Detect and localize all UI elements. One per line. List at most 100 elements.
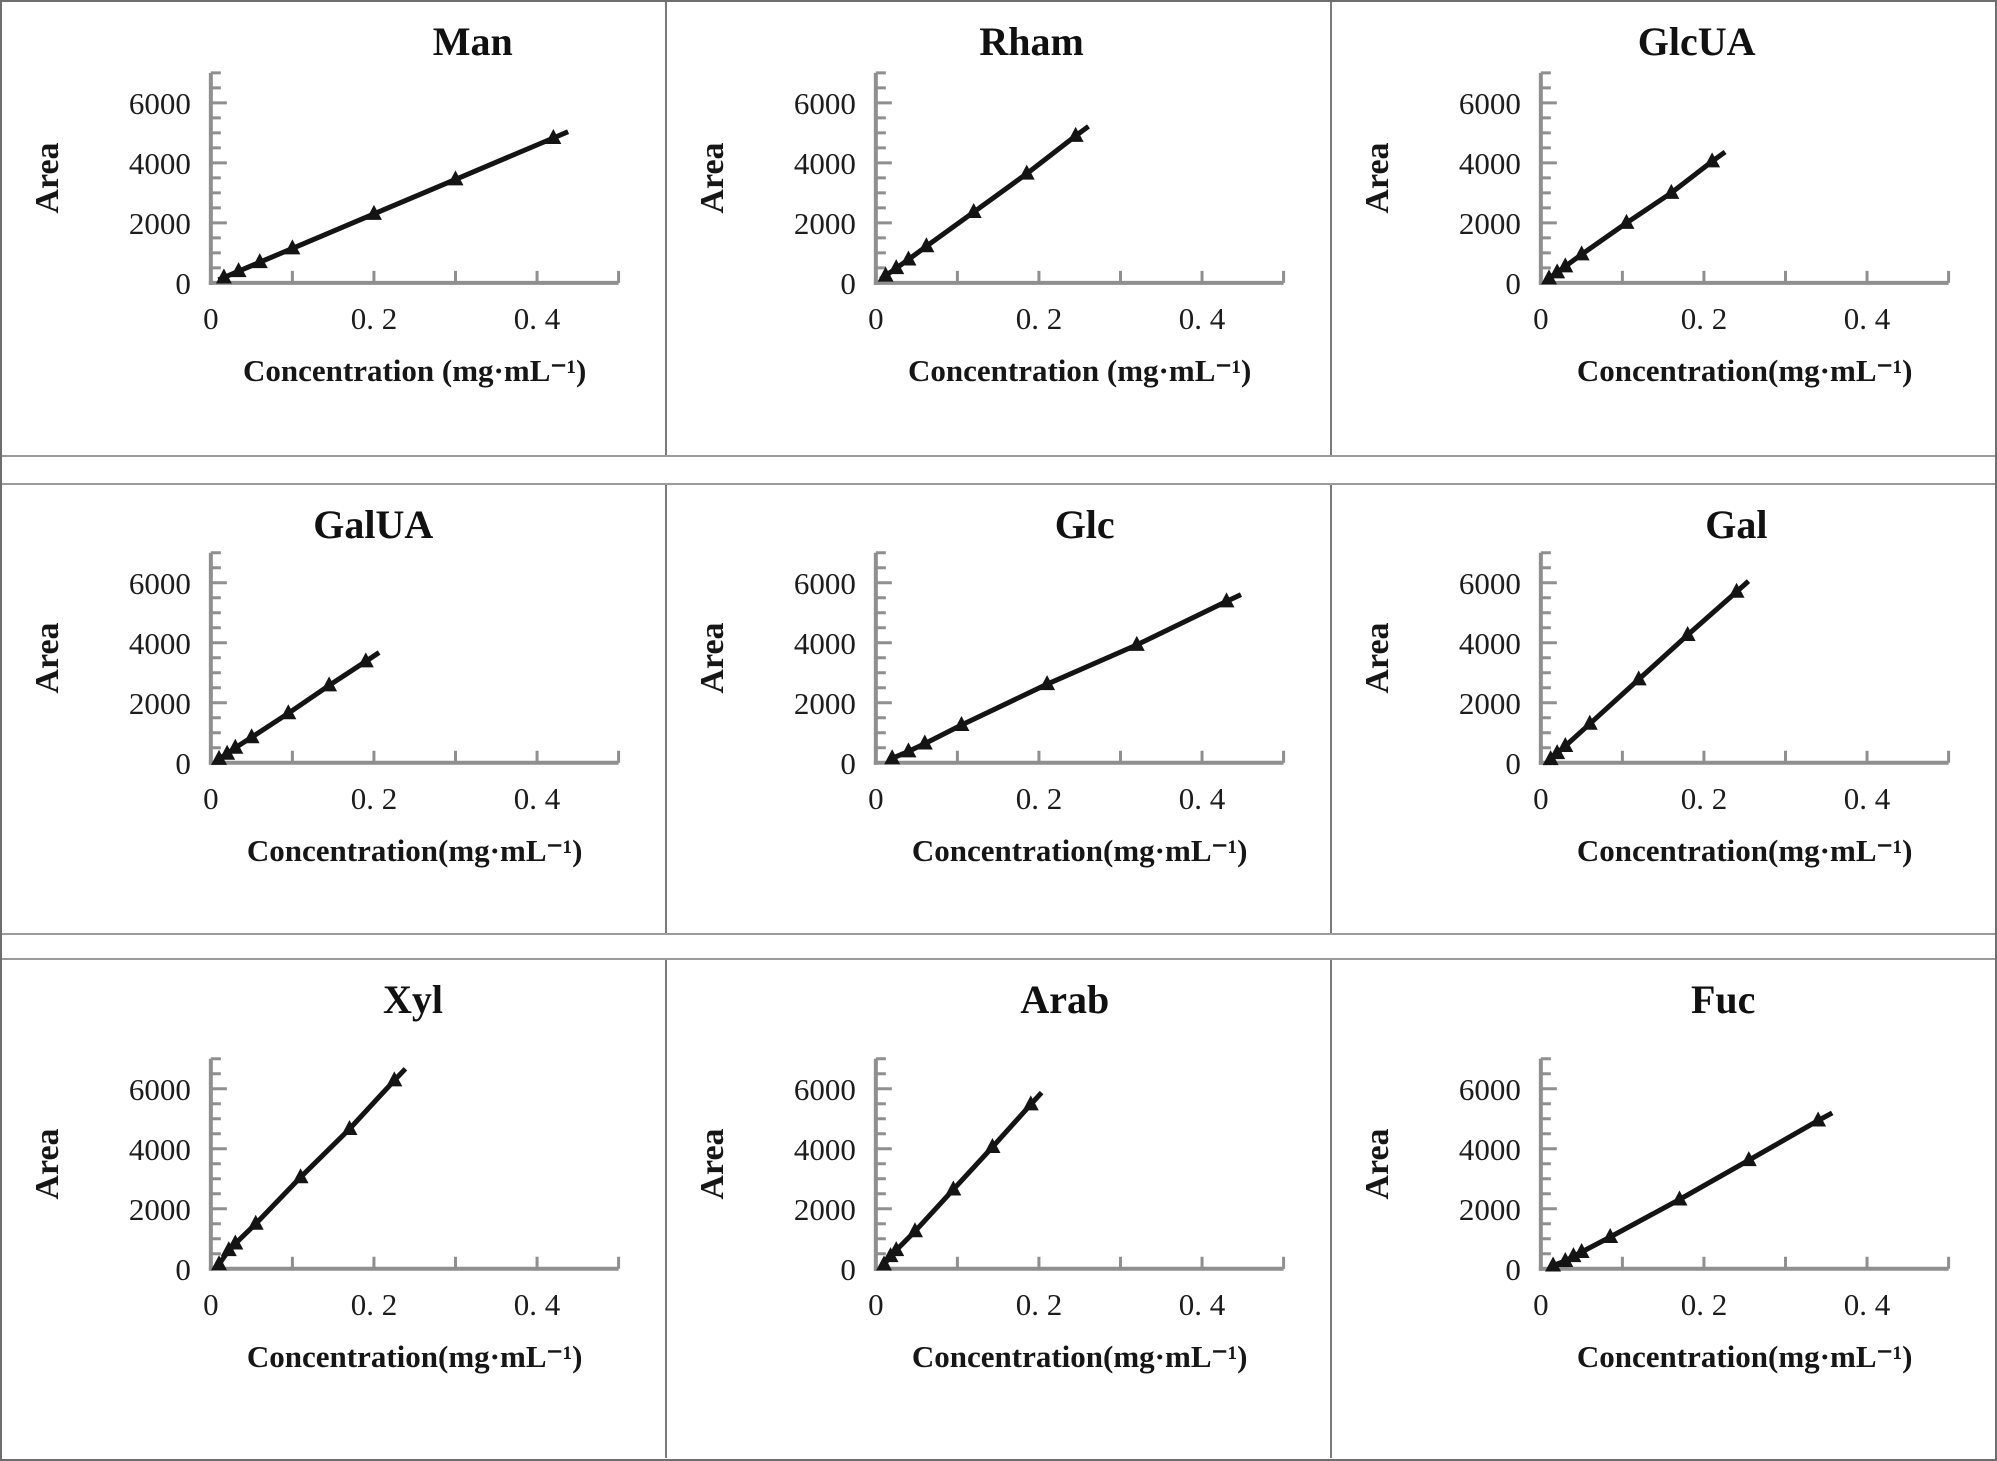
svg-text:4000: 4000	[129, 146, 191, 181]
svg-text:2000: 2000	[1459, 1192, 1521, 1227]
chart-cell-arab: 0 0. 2 0. 4 0 2000 4000 6000 Arab Area Concent…	[665, 960, 1330, 1458]
chart-cell-gal: 0 0. 2 0. 4 0 2000 4000 6000 Gal Area Concentr…	[1330, 485, 1995, 933]
chart-title: GalUA	[313, 502, 434, 547]
figure-row-2: 0 0. 2 0. 4 0 2000 4000 6000 GalUA Area Concen…	[2, 483, 1995, 935]
y-axis-label: Area	[1358, 622, 1396, 694]
svg-text:2000: 2000	[794, 1192, 856, 1227]
chart-cell-man: 0 0. 2 0. 4 0 2000 4000 6000 Man Area Concentr…	[2, 2, 665, 455]
chart-title: GlcUA	[1637, 19, 1756, 64]
svg-text:0. 2: 0. 2	[1016, 781, 1063, 816]
svg-text:0. 4: 0. 4	[1179, 781, 1226, 816]
svg-text:6000: 6000	[1459, 86, 1521, 121]
svg-text:0. 2: 0. 2	[1681, 781, 1728, 816]
svg-text:6000: 6000	[794, 1072, 856, 1107]
chart-canvas: 0 0. 2 0. 4 0 2000 4000 6000	[794, 71, 1286, 336]
chart-title: Fuc	[1690, 977, 1756, 1022]
chart-canvas: 0 0. 2 0. 4 0 2000 4000 6000	[129, 1057, 621, 1322]
figure-row-1: 0 0. 2 0. 4 0 2000 4000 6000 Man Area Concentr…	[2, 2, 1995, 457]
chart-title: Arab	[1020, 977, 1110, 1022]
chart-canvas: 0 0. 2 0. 4 0 2000 4000 6000	[129, 551, 621, 816]
svg-text:6000: 6000	[129, 1072, 191, 1107]
svg-text:0: 0	[203, 781, 219, 816]
svg-text:0: 0	[1505, 266, 1521, 301]
svg-text:0. 4: 0. 4	[514, 781, 561, 816]
svg-text:2000: 2000	[1459, 206, 1521, 241]
svg-text:0. 4: 0. 4	[514, 1287, 561, 1322]
svg-text:6000: 6000	[1459, 1072, 1521, 1107]
svg-text:0. 4: 0. 4	[1179, 301, 1226, 336]
svg-text:0. 4: 0. 4	[1844, 1287, 1891, 1322]
svg-text:2000: 2000	[129, 686, 191, 721]
svg-text:0. 4: 0. 4	[1844, 301, 1891, 336]
svg-text:2000: 2000	[129, 206, 191, 241]
chart-cell-glc: 0 0. 2 0. 4 0 2000 4000 6000 Glc Area Concentr…	[665, 485, 1330, 933]
svg-text:4000: 4000	[129, 1132, 191, 1167]
svg-text:0. 2: 0. 2	[351, 781, 398, 816]
x-axis-label: Concentration(mg·mL⁻¹)	[1576, 1338, 1913, 1374]
y-axis-label: Area	[1358, 142, 1396, 214]
svg-text:0: 0	[840, 1252, 856, 1287]
svg-text:0: 0	[203, 301, 219, 336]
figure-row-3: 0 0. 2 0. 4 0 2000 4000 6000 Xyl Area Concentr…	[2, 958, 1995, 1458]
svg-text:4000: 4000	[1459, 626, 1521, 661]
svg-text:0. 4: 0. 4	[1179, 1287, 1226, 1322]
y-axis-label: Area	[693, 1128, 731, 1200]
svg-text:4000: 4000	[794, 1132, 856, 1167]
svg-text:0: 0	[1533, 301, 1549, 336]
svg-text:0. 2: 0. 2	[351, 1287, 398, 1322]
y-axis-label: Area	[28, 622, 66, 694]
svg-text:0: 0	[1505, 746, 1521, 781]
chart-canvas: 0 0. 2 0. 4 0 2000 4000 6000	[1459, 71, 1951, 336]
svg-text:0. 2: 0. 2	[1016, 301, 1063, 336]
x-axis-label: Concentration (mg·mL⁻¹)	[908, 352, 1252, 388]
svg-text:4000: 4000	[794, 146, 856, 181]
svg-text:0. 2: 0. 2	[1016, 1287, 1063, 1322]
svg-text:0. 2: 0. 2	[1681, 1287, 1728, 1322]
chart-canvas: 0 0. 2 0. 4 0 2000 4000 6000	[129, 71, 621, 336]
chart-cell-xyl: 0 0. 2 0. 4 0 2000 4000 6000 Xyl Area Concentr…	[2, 960, 665, 1458]
chart-title: Xyl	[383, 977, 444, 1022]
chart-cell-glcua: 0 0. 2 0. 4 0 2000 4000 6000 GlcUA Area Concen…	[1330, 2, 1995, 455]
svg-text:0: 0	[868, 781, 884, 816]
x-axis-label: Concentration(mg·mL⁻¹)	[1576, 352, 1913, 388]
y-axis-label: Area	[693, 622, 731, 694]
svg-text:0: 0	[1533, 1287, 1549, 1322]
svg-text:2000: 2000	[794, 206, 856, 241]
svg-text:0. 4: 0. 4	[514, 301, 561, 336]
chart-title: Glc	[1054, 502, 1115, 547]
chart-canvas: 0 0. 2 0. 4 0 2000 4000 6000	[1459, 551, 1951, 816]
x-axis-label: Concentration(mg·mL⁻¹)	[246, 832, 583, 868]
svg-text:0: 0	[175, 746, 191, 781]
chart-canvas: 0 0. 2 0. 4 0 2000 4000 6000	[1459, 1057, 1951, 1322]
chart-cell-fuc: 0 0. 2 0. 4 0 2000 4000 6000 Fuc Area Concentr…	[1330, 960, 1995, 1458]
svg-text:0: 0	[840, 746, 856, 781]
svg-text:4000: 4000	[794, 626, 856, 661]
svg-text:0: 0	[203, 1287, 219, 1322]
chart-canvas: 0 0. 2 0. 4 0 2000 4000 6000	[794, 1057, 1286, 1322]
svg-text:2000: 2000	[129, 1192, 191, 1227]
x-axis-label: Concentration(mg·mL⁻¹)	[246, 1338, 583, 1374]
svg-text:0: 0	[1533, 781, 1549, 816]
svg-text:0: 0	[868, 1287, 884, 1322]
x-axis-label: Concentration (mg·mL⁻¹)	[243, 352, 587, 388]
svg-text:6000: 6000	[794, 86, 856, 121]
x-axis-label: Concentration(mg·mL⁻¹)	[911, 1338, 1248, 1374]
svg-text:6000: 6000	[794, 566, 856, 601]
svg-text:6000: 6000	[1459, 566, 1521, 601]
svg-text:0. 4: 0. 4	[1844, 781, 1891, 816]
x-axis-label: Concentration(mg·mL⁻¹)	[1576, 832, 1913, 868]
chart-cell-galua: 0 0. 2 0. 4 0 2000 4000 6000 GalUA Area Concen…	[2, 485, 665, 933]
chart-title: Rham	[979, 19, 1084, 64]
chart-canvas: 0 0. 2 0. 4 0 2000 4000 6000	[794, 551, 1286, 816]
svg-text:2000: 2000	[1459, 686, 1521, 721]
y-axis-label: Area	[1358, 1128, 1396, 1200]
chart-cell-rham: 0 0. 2 0. 4 0 2000 4000 6000 Rham Area Concent…	[665, 2, 1330, 455]
svg-text:4000: 4000	[1459, 146, 1521, 181]
chart-title: Man	[432, 19, 513, 64]
svg-text:0. 2: 0. 2	[1681, 301, 1728, 336]
svg-text:4000: 4000	[1459, 1132, 1521, 1167]
svg-text:0: 0	[175, 1252, 191, 1287]
svg-text:0: 0	[840, 266, 856, 301]
svg-text:2000: 2000	[794, 686, 856, 721]
